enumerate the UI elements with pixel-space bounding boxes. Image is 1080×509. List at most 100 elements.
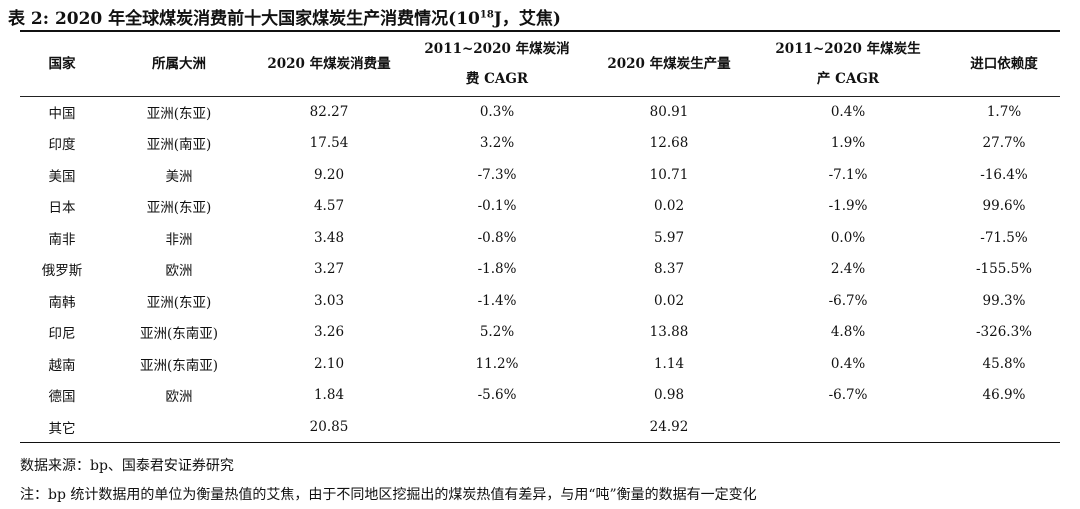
cell-import-dep: -16.4% — [980, 166, 1028, 183]
cell-prod-cagr: 0.0% — [830, 229, 866, 246]
cell-cons-cagr: -1.8% — [477, 261, 517, 278]
cell-country: 俄罗斯 — [41, 263, 83, 280]
cell-cons-cagr: 3.2% — [479, 135, 515, 152]
cell-country: 南韩 — [48, 294, 76, 311]
table-row: 中国 亚洲(东亚) 82.27 0.3% 80.91 0.4% 1.7% — [20, 96, 1060, 128]
cell-production: 0.02 — [653, 292, 685, 309]
cell-continent: 亚洲(东亚) — [146, 294, 212, 311]
table-row: 日本 亚洲(东亚) 4.57 -0.1% 0.02 -1.9% 99.6% — [20, 191, 1060, 223]
cell-production: 1.14 — [653, 355, 685, 372]
header-consumption-cagr-line1: 2011~2020 年煤炭消 — [424, 40, 570, 57]
cell-consumption: 9.20 — [313, 166, 345, 183]
header-production-cagr-line2: 产 CAGR — [816, 70, 880, 87]
cell-continent: 欧洲 — [165, 389, 193, 406]
cell-consumption: 20.85 — [309, 418, 349, 435]
cell-production: 13.88 — [649, 324, 689, 341]
table-header: 国家 所属大洲 2020 年煤炭消费量 2011~2020 年煤炭消费 CAGR… — [20, 31, 1060, 97]
cell-prod-cagr: -6.7% — [828, 292, 868, 309]
table-body: 中国 亚洲(东亚) 82.27 0.3% 80.91 0.4% 1.7% 印度 亚洲(南亚) 17… — [20, 96, 1060, 443]
cell-country: 德国 — [48, 389, 76, 406]
title-end: J，艾焦) — [493, 9, 561, 29]
header-consumption-cagr-line2: 费 CAGR — [465, 70, 529, 87]
cell-continent: 亚洲(东亚) — [146, 200, 212, 217]
cell-country: 其它 — [48, 420, 76, 437]
cell-production: 8.37 — [653, 261, 685, 278]
header-consumption: 2020 年煤炭消费量 — [254, 31, 404, 97]
cell-consumption: 3.48 — [313, 229, 345, 246]
cell-country: 中国 — [48, 106, 76, 122]
table-row: 南非 非洲 3.48 -0.8% 5.97 0.0% -71.5% — [20, 222, 1060, 254]
cell-cons-cagr: 5.2% — [479, 324, 515, 341]
cell-import-dep: -326.3% — [975, 324, 1033, 341]
title-main: 表 2: 2020 年全球煤炭消费前十大国家煤炭生产消费情况(10 — [8, 9, 480, 29]
cell-cons-cagr: -5.6% — [477, 387, 517, 404]
cell-production: 0.98 — [653, 387, 685, 404]
cell-import-dep: 46.9% — [982, 387, 1026, 404]
cell-consumption: 17.54 — [309, 135, 349, 152]
cell-production: 24.92 — [649, 418, 689, 435]
cell-cons-cagr: -7.3% — [477, 166, 517, 183]
cell-continent: 欧洲 — [165, 263, 193, 280]
cell-continent: 亚洲(南亚) — [146, 137, 212, 154]
cell-prod-cagr: 4.8% — [830, 324, 866, 341]
cell-continent: 亚洲(东南亚) — [139, 326, 219, 343]
cell-cons-cagr: 0.3% — [479, 104, 515, 120]
cell-country: 越南 — [48, 357, 76, 374]
table-row: 美国 美洲 9.20 -7.3% 10.71 -7.1% -16.4% — [20, 159, 1060, 191]
coal-table: 国家 所属大洲 2020 年煤炭消费量 2011~2020 年煤炭消费 CAGR… — [20, 30, 1060, 443]
table-row: 越南 亚洲(东南亚) 2.10 11.2% 1.14 0.4% 45.8% — [20, 348, 1060, 380]
header-production-cagr: 2011~2020 年煤炭生产 CAGR — [748, 31, 948, 97]
cell-cons-cagr: -0.1% — [477, 198, 517, 215]
table-row: 其它 20.85 24.92 — [20, 411, 1060, 443]
table-row: 南韩 亚洲(东亚) 3.03 -1.4% 0.02 -6.7% 99.3% — [20, 285, 1060, 317]
cell-prod-cagr: 0.4% — [830, 355, 866, 372]
cell-consumption: 4.57 — [313, 198, 345, 215]
cell-continent — [104, 411, 254, 443]
source-note: 数据来源：bp、国泰君安证券研究 — [20, 458, 234, 474]
cell-cons-cagr — [404, 411, 590, 443]
cell-continent: 美洲 — [165, 168, 193, 185]
cell-country: 南非 — [48, 231, 76, 248]
cell-consumption: 82.27 — [309, 104, 349, 120]
cell-prod-cagr — [748, 411, 948, 443]
cell-import-dep: -71.5% — [980, 229, 1028, 246]
cell-prod-cagr: -1.9% — [828, 198, 868, 215]
cell-consumption: 2.10 — [313, 355, 345, 372]
cell-prod-cagr: 2.4% — [830, 261, 866, 278]
table-row: 印尼 亚洲(东南亚) 3.26 5.2% 13.88 4.8% -326.3% — [20, 317, 1060, 349]
cell-continent: 非洲 — [165, 231, 193, 248]
table-row: 印度 亚洲(南亚) 17.54 3.2% 12.68 1.9% 27.7% — [20, 128, 1060, 160]
table-row: 德国 欧洲 1.84 -5.6% 0.98 -6.7% 46.9% — [20, 380, 1060, 412]
cell-production: 5.97 — [653, 229, 685, 246]
cell-import-dep: 99.6% — [982, 198, 1026, 215]
cell-cons-cagr: -0.8% — [477, 229, 517, 246]
header-consumption-cagr: 2011~2020 年煤炭消费 CAGR — [404, 31, 590, 97]
remark-note: 注：bp 统计数据用的单位为衡量热值的艾焦，由于不同地区挖掘出的煤炭热值有差异，… — [20, 487, 757, 503]
cell-import-dep — [948, 411, 1060, 443]
cell-continent: 亚洲(东亚) — [146, 106, 212, 122]
header-import-dependency: 进口依赖度 — [948, 31, 1060, 97]
header-production: 2020 年煤炭生产量 — [590, 31, 748, 97]
cell-production: 12.68 — [649, 135, 689, 152]
cell-cons-cagr: -1.4% — [477, 292, 517, 309]
cell-production: 10.71 — [649, 166, 689, 183]
cell-consumption: 3.27 — [313, 261, 345, 278]
cell-consumption: 1.84 — [313, 387, 345, 404]
cell-consumption: 3.26 — [313, 324, 345, 341]
cell-import-dep: 27.7% — [982, 135, 1026, 152]
cell-country: 美国 — [48, 168, 76, 185]
header-country: 国家 — [20, 31, 104, 97]
cell-import-dep: 99.3% — [982, 292, 1026, 309]
table-row: 俄罗斯 欧洲 3.27 -1.8% 8.37 2.4% -155.5% — [20, 254, 1060, 286]
cell-country: 印尼 — [48, 326, 76, 343]
cell-production: 80.91 — [649, 104, 689, 120]
cell-country: 日本 — [48, 200, 76, 217]
header-row: 国家 所属大洲 2020 年煤炭消费量 2011~2020 年煤炭消费 CAGR… — [20, 31, 1060, 97]
cell-continent: 亚洲(东南亚) — [139, 357, 219, 374]
cell-country: 印度 — [48, 137, 76, 154]
cell-import-dep: 45.8% — [982, 355, 1026, 372]
cell-cons-cagr: 11.2% — [475, 355, 519, 372]
cell-import-dep: 1.7% — [986, 104, 1022, 120]
cell-prod-cagr: -7.1% — [828, 166, 868, 183]
header-production-cagr-line1: 2011~2020 年煤炭生 — [775, 40, 921, 57]
